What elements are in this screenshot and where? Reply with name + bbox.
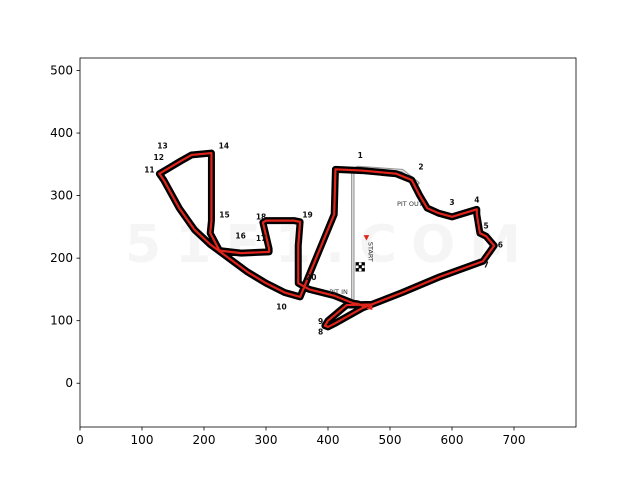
x-tick-label: 300 — [255, 433, 278, 447]
turn-label: 4 — [474, 195, 479, 204]
start-direction-arrow — [363, 235, 370, 241]
checkered-flag-cell — [358, 265, 362, 269]
x-tick-label: 700 — [503, 433, 526, 447]
turn-label: 5 — [483, 222, 488, 231]
x-tick-label: 0 — [76, 433, 84, 447]
pit-direction-arrow — [366, 303, 373, 310]
turn-label: 16 — [235, 232, 245, 241]
checkered-flag-cell — [361, 265, 365, 269]
checkered-flag-cell — [358, 262, 362, 266]
x-tick-label: 400 — [317, 433, 340, 447]
turn-label: 8 — [318, 327, 323, 336]
annotation-label: START — [366, 242, 374, 262]
turn-label: 15 — [219, 210, 229, 219]
turn-label: 7 — [483, 261, 488, 270]
turn-label: 2 — [418, 162, 423, 171]
track — [155, 149, 498, 331]
y-tick-label: 500 — [50, 64, 73, 78]
turn-label: 13 — [157, 142, 167, 151]
turn-label: 14 — [219, 142, 229, 151]
annotation-label: PIT IN — [329, 288, 348, 296]
y-tick-label: 100 — [50, 314, 73, 328]
checkered-flag-cell — [361, 268, 365, 272]
x-tick-label: 100 — [131, 433, 154, 447]
track-markers — [355, 235, 373, 310]
x-axis: 0 100 200 300 400 500 600 700 — [76, 427, 525, 447]
y-axis: 0 100 200 300 400 500 — [50, 64, 80, 390]
y-tick-label: 400 — [50, 126, 73, 140]
checkered-flag-cell — [358, 268, 362, 272]
turn-label: 1 — [358, 151, 363, 160]
turn-label: 3 — [449, 198, 454, 207]
y-tick-label: 300 — [50, 189, 73, 203]
turn-label: 9 — [318, 317, 323, 326]
checkered-flag-cell — [355, 265, 359, 269]
checkered-flag-cell — [355, 262, 359, 266]
turn-label: 19 — [302, 210, 312, 219]
track-line — [158, 151, 496, 329]
turn-label: 18 — [256, 212, 266, 221]
turn-label: 6 — [498, 241, 503, 250]
annotations: PIT IN PIT OUT START — [329, 200, 423, 296]
checkered-flag-cell — [355, 268, 359, 272]
turn-label: 12 — [154, 153, 164, 162]
turn-label: 11 — [144, 165, 154, 174]
annotation-label: PIT OUT — [397, 200, 423, 208]
x-tick-label: 200 — [193, 433, 216, 447]
turn-label: 17 — [256, 234, 266, 243]
x-tick-label: 600 — [441, 433, 464, 447]
checkered-flag-cell — [361, 262, 365, 266]
y-tick-label: 0 — [65, 376, 73, 390]
turn-label: 10 — [276, 302, 286, 311]
y-tick-label: 200 — [50, 251, 73, 265]
x-tick-label: 500 — [379, 433, 402, 447]
turn-label: 20 — [306, 273, 316, 282]
